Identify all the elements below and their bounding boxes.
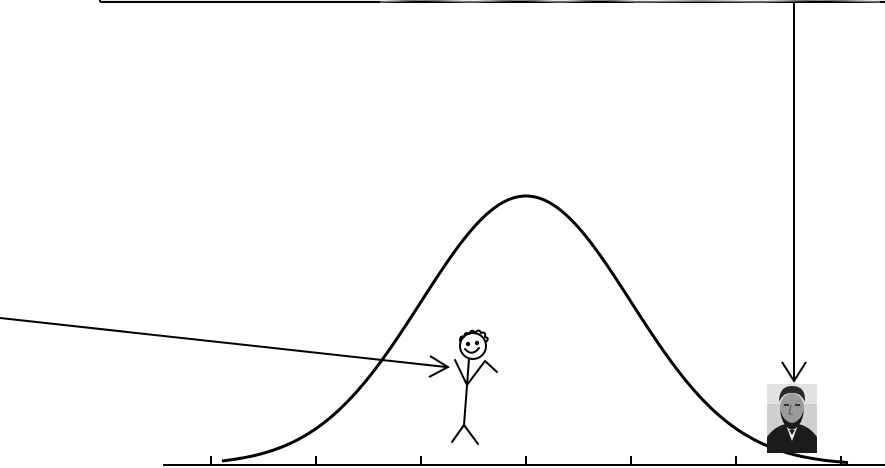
stick-figure-leg-left (451, 424, 465, 443)
stick-figure-head (459, 332, 487, 360)
normal-distribution-curve (221, 194, 849, 465)
stick-figure-smile (464, 347, 480, 354)
top-image-frame (99, 0, 885, 3)
stick-figure-arm-left (454, 359, 468, 386)
stick-figure-hair (459, 329, 489, 343)
top-arrow (781, 2, 807, 383)
left-arrow (0, 317, 451, 378)
stick-figure-leg-right (463, 424, 479, 445)
stick-figure-eye-left (465, 341, 471, 347)
stick-figure-eye-right (474, 340, 480, 346)
axis-ticks (210, 456, 842, 466)
top-arrow-head (781, 361, 807, 383)
portrait-photo (767, 384, 817, 453)
stick-figure (451, 329, 498, 445)
stick-figure-arm-right (466, 360, 498, 386)
left-arrow-head (428, 355, 451, 378)
stick-figure-body (463, 358, 470, 426)
